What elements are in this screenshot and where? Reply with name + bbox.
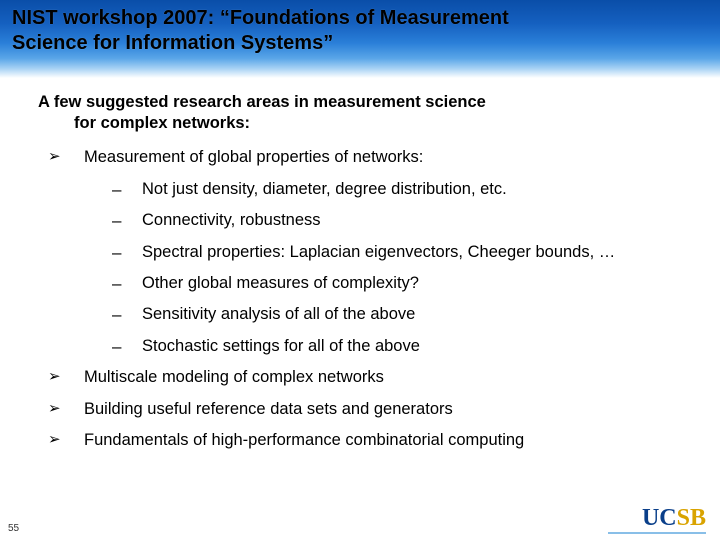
bullet-text: Building useful reference data sets and … bbox=[84, 400, 453, 418]
logo-letter-u: U bbox=[642, 505, 659, 532]
bullet-item: Multiscale modeling of complex networks bbox=[44, 367, 692, 388]
bullet-list: Measurement of global properties of netw… bbox=[38, 147, 692, 451]
sub-bullet-text: Stochastic settings for all of the above bbox=[142, 337, 420, 355]
sub-bullet-item: Not just density, diameter, degree distr… bbox=[108, 179, 692, 200]
sub-bullet-item: Spectral properties: Laplacian eigenvect… bbox=[108, 242, 692, 263]
bullet-text: Measurement of global properties of netw… bbox=[84, 148, 423, 166]
sub-bullet-item: Connectivity, robustness bbox=[108, 210, 692, 231]
slide-number: 55 bbox=[8, 523, 19, 534]
bullet-text: Fundamentals of high-performance combina… bbox=[84, 431, 524, 449]
sub-bullet-text: Other global measures of complexity? bbox=[142, 274, 419, 292]
logo-letter-c: C bbox=[659, 505, 676, 532]
bullet-text: Multiscale modeling of complex networks bbox=[84, 368, 384, 386]
title-line-1: NIST workshop 2007: “Foundations of Meas… bbox=[12, 7, 509, 29]
subhead-line-2: for complex networks: bbox=[38, 113, 250, 134]
ucsb-logo: U C S B bbox=[642, 505, 706, 532]
sub-bullet-text: Not just density, diameter, degree distr… bbox=[142, 180, 507, 198]
sub-bullet-text: Connectivity, robustness bbox=[142, 211, 321, 229]
logo-letter-s: S bbox=[677, 505, 690, 532]
sub-bullet-item: Sensitivity analysis of all of the above bbox=[108, 304, 692, 325]
header-bar: NIST workshop 2007: “Foundations of Meas… bbox=[0, 0, 720, 78]
logo-underline bbox=[608, 532, 706, 534]
bullet-item: Fundamentals of high-performance combina… bbox=[44, 430, 692, 451]
sub-bullet-text: Sensitivity analysis of all of the above bbox=[142, 305, 415, 323]
bullet-item: Building useful reference data sets and … bbox=[44, 399, 692, 420]
slide-title: NIST workshop 2007: “Foundations of Meas… bbox=[12, 6, 708, 56]
bullet-item: Measurement of global properties of netw… bbox=[44, 147, 692, 357]
subhead-line-1: A few suggested research areas in measur… bbox=[38, 93, 486, 111]
sub-bullet-text: Spectral properties: Laplacian eigenvect… bbox=[142, 243, 615, 261]
logo-letter-b: B bbox=[690, 505, 706, 532]
sub-bullet-item: Other global measures of complexity? bbox=[108, 273, 692, 294]
subheading: A few suggested research areas in measur… bbox=[38, 92, 692, 133]
sub-bullet-list: Not just density, diameter, degree distr… bbox=[84, 179, 692, 358]
sub-bullet-item: Stochastic settings for all of the above bbox=[108, 336, 692, 357]
slide-body: A few suggested research areas in measur… bbox=[0, 78, 720, 452]
title-line-2: Science for Information Systems” bbox=[12, 32, 333, 54]
